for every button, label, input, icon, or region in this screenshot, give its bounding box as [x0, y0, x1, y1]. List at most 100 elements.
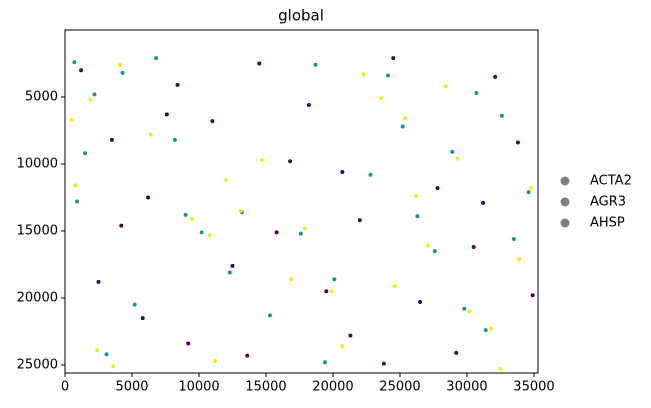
data-point [313, 62, 318, 67]
data-point [140, 316, 145, 321]
data-point [238, 208, 243, 213]
data-point [257, 61, 262, 66]
data-point [298, 231, 303, 236]
data-point [471, 245, 476, 250]
data-point [172, 137, 177, 142]
data-point [493, 74, 498, 79]
data-point [259, 157, 264, 162]
data-point [348, 333, 353, 338]
data-point [88, 97, 93, 102]
data-point [104, 352, 109, 357]
data-point [154, 56, 159, 61]
legend-marker [560, 197, 570, 207]
x-tick-label: 25000 [379, 380, 420, 395]
data-point [210, 119, 215, 124]
data-point [111, 364, 116, 369]
data-point [481, 200, 486, 205]
data-point [230, 263, 235, 268]
data-point [357, 218, 362, 223]
x-tick-label: 0 [61, 380, 69, 395]
data-point [207, 232, 212, 237]
data-point [146, 195, 151, 200]
data-point [467, 309, 472, 314]
data-point [96, 279, 101, 284]
legend-label: AHSP [590, 216, 625, 231]
data-point [414, 194, 419, 199]
data-point [186, 341, 191, 346]
data-point [415, 214, 420, 219]
data-point [489, 326, 494, 331]
data-point [483, 328, 488, 333]
data-point [392, 283, 397, 288]
chart-title: global [278, 7, 324, 25]
data-point [223, 178, 228, 183]
data-point [361, 72, 366, 77]
data-point [332, 277, 337, 282]
data-point [474, 90, 479, 95]
data-point [117, 62, 122, 67]
data-point [499, 113, 504, 118]
x-tick-label: 15000 [245, 380, 286, 395]
data-point [302, 226, 307, 231]
x-tick-label: 5000 [115, 380, 148, 395]
data-point [213, 358, 218, 363]
data-point [426, 243, 431, 248]
legend-marker [560, 176, 570, 186]
data-point [400, 124, 405, 129]
data-point [109, 137, 114, 142]
data-point [274, 230, 279, 235]
data-point [148, 132, 153, 137]
data-point [79, 68, 84, 73]
data-point [385, 73, 390, 78]
data-point [245, 353, 250, 358]
data-point [227, 270, 232, 275]
data-point [530, 293, 535, 298]
data-point [403, 116, 408, 121]
data-point [529, 186, 534, 191]
data-point [450, 149, 455, 154]
data-point [324, 289, 329, 294]
data-point [455, 156, 460, 161]
data-point [511, 237, 516, 242]
data-point [432, 249, 437, 254]
data-point [462, 306, 467, 311]
data-point [517, 257, 522, 262]
y-tick-label: 25000 [17, 357, 58, 372]
data-point [83, 151, 88, 156]
data-point [199, 230, 204, 235]
data-point [288, 159, 293, 164]
y-tick-label: 15000 [17, 223, 58, 238]
data-point [443, 84, 448, 89]
data-point [75, 199, 80, 204]
data-point [306, 103, 311, 108]
legend-label: AGR3 [590, 195, 626, 210]
data-point [73, 183, 78, 188]
axes-frame [64, 29, 539, 374]
data-point [435, 186, 440, 191]
data-point [418, 299, 423, 304]
data-point [72, 60, 77, 65]
plot-area [69, 56, 535, 371]
x-tick-label: 20000 [312, 380, 353, 395]
legend-label: ACTA2 [590, 174, 632, 189]
x-tick-label: 35000 [513, 380, 554, 395]
data-point [498, 366, 503, 371]
x-tick-label: 10000 [178, 380, 219, 395]
data-point [289, 277, 294, 282]
data-point [175, 82, 180, 87]
data-point [526, 190, 531, 195]
y-tick-label: 10000 [17, 156, 58, 171]
data-point [164, 112, 169, 117]
data-point [69, 117, 74, 122]
y-tick-label: 5000 [25, 89, 58, 104]
data-point [183, 212, 188, 217]
data-point [322, 360, 327, 365]
data-point [381, 361, 386, 366]
data-point [368, 172, 373, 177]
data-point [190, 216, 195, 221]
data-point [95, 348, 100, 353]
data-point [515, 140, 520, 145]
data-point [92, 92, 97, 97]
data-point [379, 96, 384, 101]
